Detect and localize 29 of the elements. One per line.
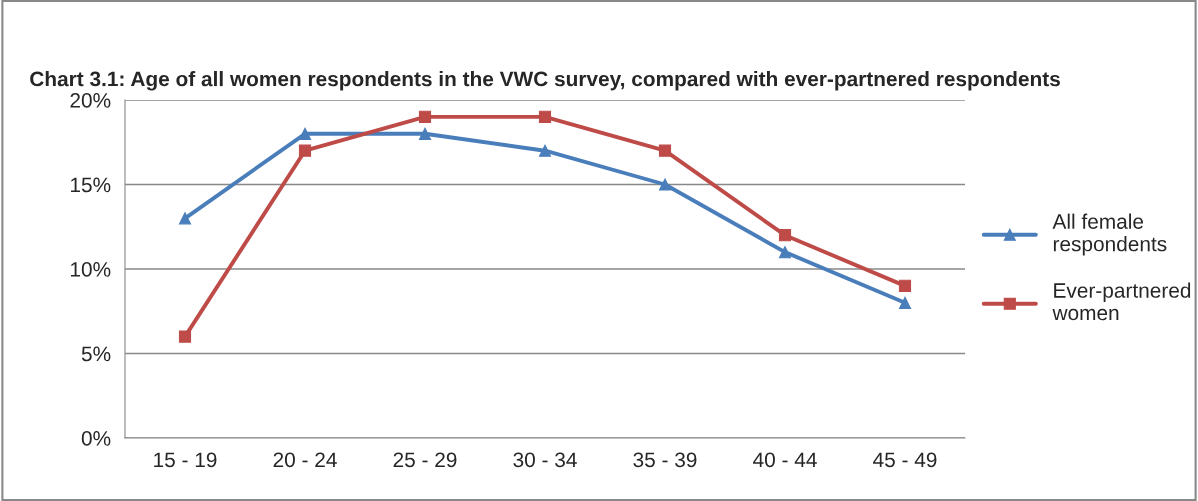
chart-title: Chart 3.1: Age of all women respondents in the VWC survey, compared with ever-partnered respondents (30, 71, 1060, 91)
y-tick-label: 15% (71, 177, 111, 193)
point (898, 296, 912, 309)
legend-label: All female respondents (1052, 213, 1167, 256)
point (298, 144, 312, 157)
point (658, 178, 672, 191)
x-tick-label: 30 - 34 (513, 452, 577, 468)
point (658, 144, 672, 157)
point (538, 144, 552, 157)
x-tick-label: 40 - 44 (753, 452, 817, 468)
point (178, 212, 192, 225)
point (298, 127, 312, 140)
legend-label: Ever-partnered women (1052, 282, 1191, 321)
point (778, 229, 792, 242)
x-tick-label: 20 - 24 (273, 452, 337, 468)
x-tick-label: 45 - 49 (873, 452, 937, 468)
point (538, 110, 552, 123)
point (418, 127, 432, 140)
y-tick-label: 20% (70, 93, 111, 108)
point (898, 279, 912, 292)
x-tick-label: 35 - 39 (633, 452, 697, 468)
y-tick-label: 5% (81, 346, 111, 362)
x-tick-label: 25 - 29 (393, 452, 457, 468)
point (418, 110, 432, 123)
x-tick-label: 15 - 19 (154, 452, 217, 468)
point (778, 246, 792, 259)
y-tick-label: 0% (81, 431, 111, 446)
point (178, 330, 192, 343)
y-tick-label: 10% (71, 262, 111, 277)
